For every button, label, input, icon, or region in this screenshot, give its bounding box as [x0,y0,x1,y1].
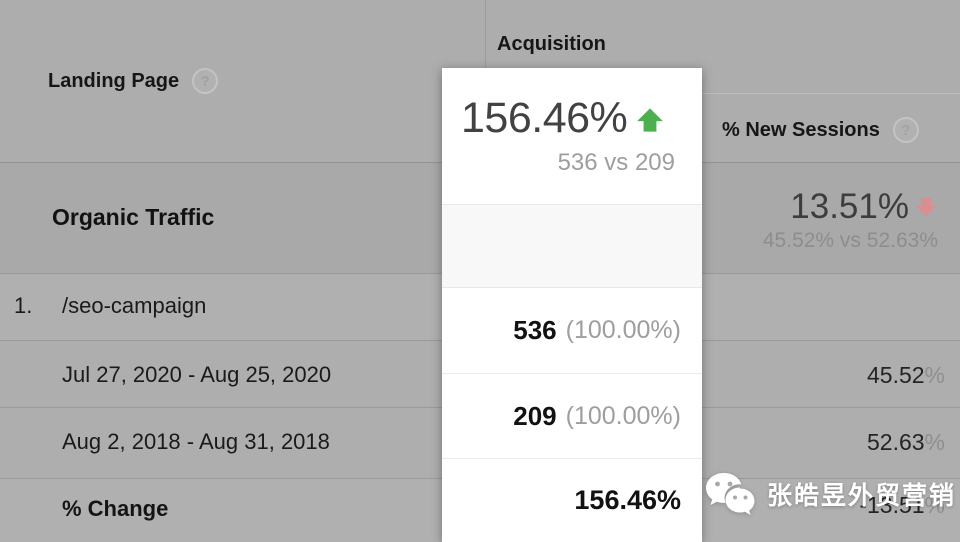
watermark: 张皓昱外贸营销 [704,471,956,517]
landing-page-column-header[interactable]: Landing Page ? [48,68,219,94]
new-sessions-column-header[interactable]: % New Sessions ? [722,117,919,143]
percent-change-row-label: % Change [62,496,169,521]
wechat-icon [706,473,755,515]
sessions-current: 536 [513,315,557,345]
row-number: 1. [14,293,33,318]
sessions-current-share: (100.00%) [565,316,681,344]
sessions-card-header: 156.46% 536 vs 209 [442,68,702,204]
watermark-text: 张皓昱外贸营销 [767,482,957,510]
help-icon[interactable]: ? [192,68,219,94]
sessions-change-value: 156.46% [461,94,628,142]
new-sessions-percent-change: -13.51% [859,492,945,518]
decrease-arrow-icon [915,197,937,217]
landing-page-link[interactable]: /seo-campaign [62,293,207,318]
acquisition-group-underline [485,93,960,94]
sessions-highlight-card: 156.46% 536 vs 209 536 (100.00%) 209 (10… [442,68,702,542]
sessions-percent-change: 156.46% [574,485,681,515]
landing-page-label: Landing Page [48,69,180,92]
acquisition-group-header: Acquisition [497,33,606,55]
date-range-current: Jul 27, 2020 - Aug 25, 2020 [62,362,332,387]
sessions-percent-change-row: 156.46% [442,458,702,542]
sessions-value-previous-row: 209 (100.00%) [442,373,702,458]
increase-arrow-icon [637,108,664,132]
sessions-previous: 209 [513,400,557,431]
date-range-previous: Aug 2, 2018 - Aug 31, 2018 [62,429,330,454]
summary-row-title: Organic Traffic [52,204,215,230]
new-sessions-comparison: 45.52% vs 52.63% [762,229,938,252]
new-sessions-value-current: 45.52% [866,362,945,388]
sessions-card-summary-gap [442,204,702,288]
new-sessions-label: % New Sessions [722,118,880,141]
help-icon[interactable]: ? [892,117,919,143]
new-sessions-value-previous: 52.63% [866,429,945,455]
new-sessions-change-summary: 13.51% [790,187,937,227]
sessions-value-current-row: 536 (100.00%) [442,288,702,373]
sessions-comparison: 536 vs 209 [557,149,675,176]
new-sessions-change-value: 13.51% [790,187,909,226]
sessions-previous-share: (100.00%) [565,401,681,430]
